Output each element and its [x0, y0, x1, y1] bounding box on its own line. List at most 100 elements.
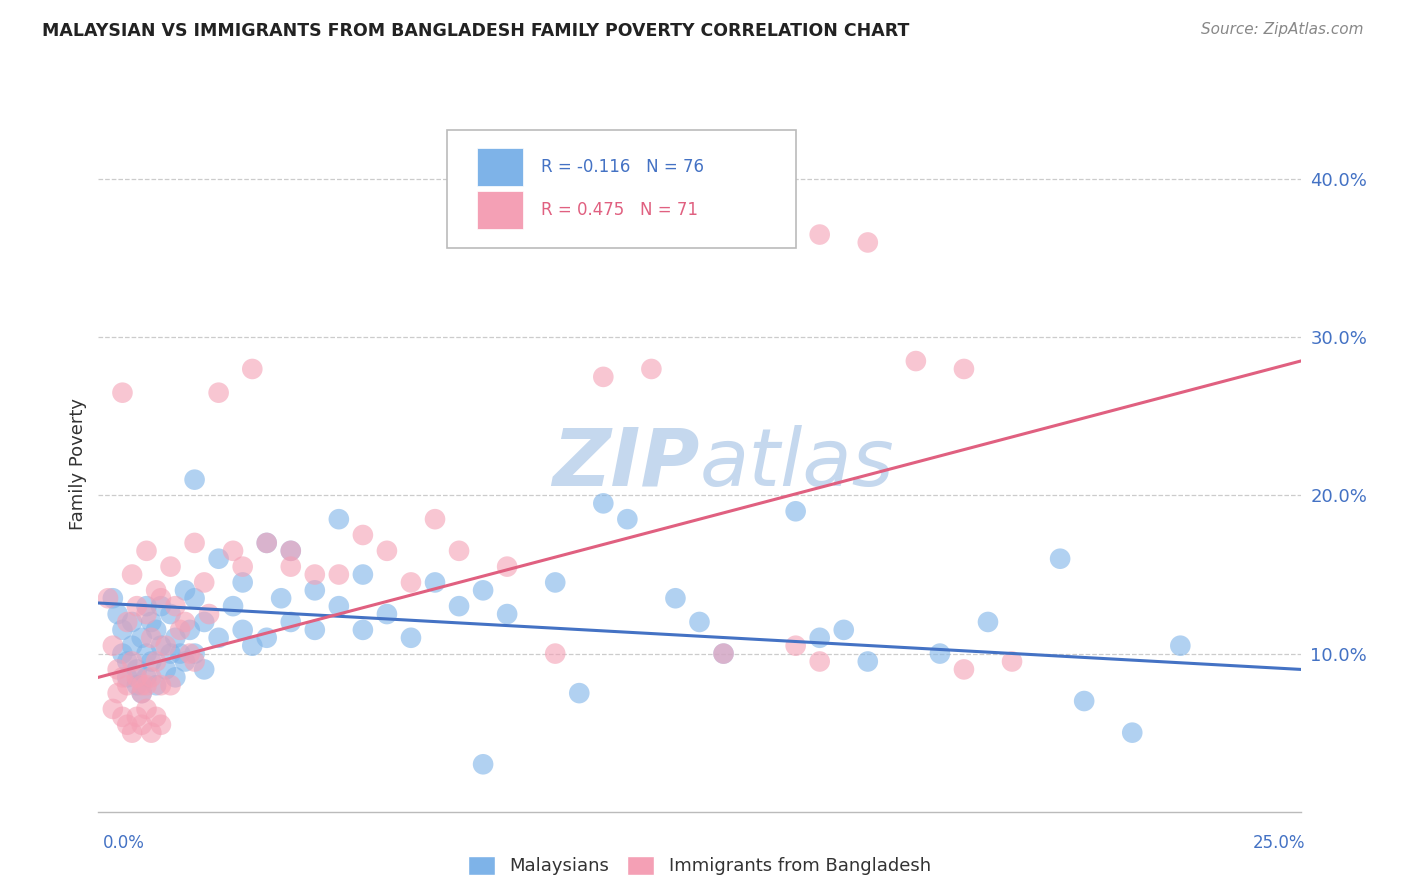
- Text: MALAYSIAN VS IMMIGRANTS FROM BANGLADESH FAMILY POVERTY CORRELATION CHART: MALAYSIAN VS IMMIGRANTS FROM BANGLADESH …: [42, 22, 910, 40]
- Point: [145, 678, 167, 692]
- Point: [447, 544, 470, 558]
- Point: [688, 615, 710, 629]
- Point: [808, 631, 831, 645]
- Point: [101, 702, 124, 716]
- Point: [222, 599, 245, 614]
- Point: [107, 662, 129, 676]
- Point: [131, 686, 153, 700]
- Point: [145, 623, 167, 637]
- Point: [953, 362, 976, 376]
- Point: [145, 583, 167, 598]
- Point: [208, 551, 231, 566]
- Bar: [477, 147, 523, 186]
- Point: [125, 678, 148, 692]
- Point: [472, 757, 495, 772]
- Point: [280, 615, 302, 629]
- Point: [856, 655, 879, 669]
- Point: [101, 591, 124, 606]
- Point: [159, 647, 181, 661]
- Text: ZIP: ZIP: [553, 425, 699, 503]
- Point: [496, 607, 519, 621]
- Point: [121, 567, 143, 582]
- Point: [304, 623, 326, 637]
- Point: [183, 591, 205, 606]
- Point: [121, 655, 143, 669]
- Point: [174, 615, 197, 629]
- Point: [328, 567, 350, 582]
- Point: [183, 536, 205, 550]
- Point: [256, 631, 278, 645]
- Point: [304, 583, 326, 598]
- Point: [208, 631, 231, 645]
- Point: [131, 678, 153, 692]
- Point: [640, 362, 662, 376]
- Point: [399, 631, 422, 645]
- Point: [183, 647, 205, 661]
- Point: [125, 662, 148, 676]
- Point: [179, 647, 201, 661]
- Point: [125, 670, 148, 684]
- Point: [149, 591, 172, 606]
- Point: [165, 599, 187, 614]
- Point: [193, 575, 215, 590]
- Point: [270, 591, 292, 606]
- Point: [179, 623, 201, 637]
- Legend: Malaysians, Immigrants from Bangladesh: Malaysians, Immigrants from Bangladesh: [461, 849, 938, 883]
- Point: [111, 385, 134, 400]
- Point: [904, 354, 927, 368]
- Point: [375, 607, 398, 621]
- Point: [174, 583, 197, 598]
- Point: [1121, 725, 1143, 739]
- Point: [713, 647, 735, 661]
- Point: [165, 670, 187, 684]
- Point: [304, 567, 326, 582]
- Point: [141, 670, 163, 684]
- Point: [149, 717, 172, 731]
- Point: [169, 647, 191, 661]
- Point: [222, 544, 245, 558]
- Point: [121, 639, 143, 653]
- Point: [399, 575, 422, 590]
- Point: [375, 544, 398, 558]
- Point: [111, 647, 134, 661]
- Point: [149, 599, 172, 614]
- Point: [121, 615, 143, 629]
- Point: [121, 725, 143, 739]
- Point: [352, 567, 374, 582]
- Point: [713, 647, 735, 661]
- Point: [785, 504, 807, 518]
- Point: [111, 710, 134, 724]
- Point: [198, 607, 221, 621]
- Point: [977, 615, 1000, 629]
- Point: [183, 473, 205, 487]
- Point: [328, 599, 350, 614]
- Y-axis label: Family Poverty: Family Poverty: [69, 398, 87, 530]
- Point: [592, 496, 614, 510]
- Point: [117, 670, 139, 684]
- Point: [145, 710, 167, 724]
- Text: 25.0%: 25.0%: [1253, 834, 1305, 852]
- Point: [592, 369, 614, 384]
- Point: [145, 655, 167, 669]
- FancyBboxPatch shape: [447, 130, 796, 248]
- Point: [174, 655, 197, 669]
- Point: [111, 623, 134, 637]
- Point: [135, 647, 157, 661]
- Point: [1001, 655, 1024, 669]
- Point: [135, 607, 157, 621]
- Point: [280, 559, 302, 574]
- Point: [135, 702, 157, 716]
- Point: [808, 227, 831, 242]
- Point: [423, 575, 446, 590]
- Point: [616, 512, 638, 526]
- Point: [131, 631, 153, 645]
- Point: [785, 639, 807, 653]
- Point: [280, 544, 302, 558]
- Text: 0.0%: 0.0%: [103, 834, 145, 852]
- Point: [544, 647, 567, 661]
- Point: [232, 575, 254, 590]
- Point: [117, 615, 139, 629]
- Point: [328, 512, 350, 526]
- Point: [141, 655, 163, 669]
- Point: [117, 655, 139, 669]
